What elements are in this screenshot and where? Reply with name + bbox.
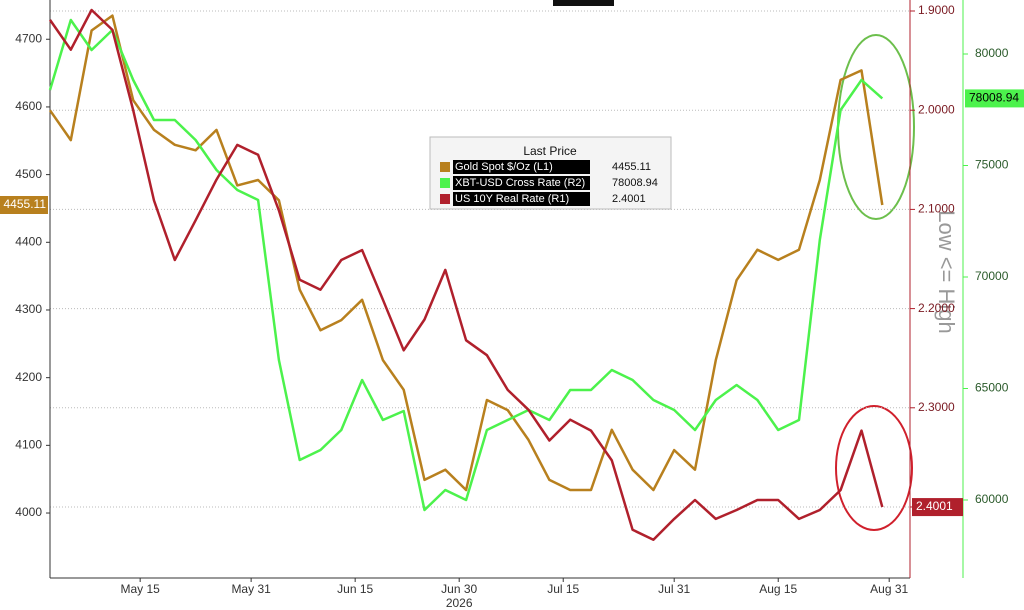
- x-tick-label: Jul 31: [658, 582, 690, 596]
- y3-tick-label: 80000: [975, 46, 1009, 60]
- legend-swatch: [440, 194, 450, 204]
- x-tick-label: May 15: [120, 582, 160, 596]
- legend-label: XBT-USD Cross Rate (R2): [455, 177, 585, 189]
- y-tick-label: 4300: [15, 302, 42, 316]
- legend-swatch: [440, 162, 450, 172]
- legend-label: US 10Y Real Rate (R1): [455, 193, 569, 205]
- x-tick-label: Jun 15: [337, 582, 373, 596]
- y3-tick-label: 65000: [975, 381, 1009, 395]
- series-line: [48, 18, 884, 512]
- y2-tick-label: 2.3000: [918, 400, 955, 414]
- y2-tick-label: 2.0000: [918, 102, 955, 116]
- y-tick-label: 4500: [15, 167, 42, 181]
- legend-value: 2.4001: [612, 193, 646, 205]
- legend-label: Gold Spot $/Oz (L1): [455, 161, 553, 173]
- y-tick-label: 4100: [15, 438, 42, 452]
- legend-entry-bg: [453, 192, 590, 206]
- legend-swatch: [440, 178, 450, 188]
- y-tick-label: 4400: [15, 234, 42, 248]
- y2-tick-label: 2.1000: [918, 202, 955, 216]
- x-tick-label: May 31: [231, 582, 271, 596]
- legend-entry-bg: [453, 160, 590, 174]
- value-tag-label: 78008.94: [969, 91, 1019, 105]
- top-tab: [553, 0, 614, 6]
- legend-title: Last Price: [523, 144, 577, 158]
- x-tick-label: Aug 31: [870, 582, 908, 596]
- x-tick-label: Aug 15: [759, 582, 797, 596]
- x-axis-label: 2026: [446, 596, 473, 610]
- legend-entry-bg: [453, 176, 590, 190]
- value-tag-label: 4455.11: [4, 197, 47, 211]
- legend-value: 78008.94: [612, 177, 658, 189]
- y3-tick-label: 60000: [975, 492, 1009, 506]
- y-tick-label: 4200: [15, 370, 42, 384]
- value-tag: [965, 89, 1024, 108]
- value-tag: [0, 196, 48, 215]
- highlight-ellipse: [835, 405, 913, 531]
- highlight-ellipse: [837, 34, 915, 220]
- y-tick-label: 4600: [15, 99, 42, 113]
- y3-tick-label: 75000: [975, 158, 1009, 172]
- y2-tick-label: 1.9000: [918, 3, 955, 17]
- y3-tick-label: 70000: [975, 269, 1009, 283]
- legend-value: 4455.11: [612, 161, 651, 173]
- series-line: [48, 8, 884, 541]
- y-tick-label: 4700: [15, 31, 42, 45]
- y-tick-label: 4000: [15, 505, 42, 519]
- y2-tick-label: 2.2000: [918, 301, 955, 315]
- x-tick-label: Jul 15: [547, 582, 579, 596]
- x-tick-label: Jun 30: [441, 582, 477, 596]
- annotation: Low <= High: [934, 210, 959, 334]
- value-tag-label: 2.4001: [916, 499, 953, 513]
- series-line: [48, 14, 884, 492]
- value-tag: [912, 498, 963, 517]
